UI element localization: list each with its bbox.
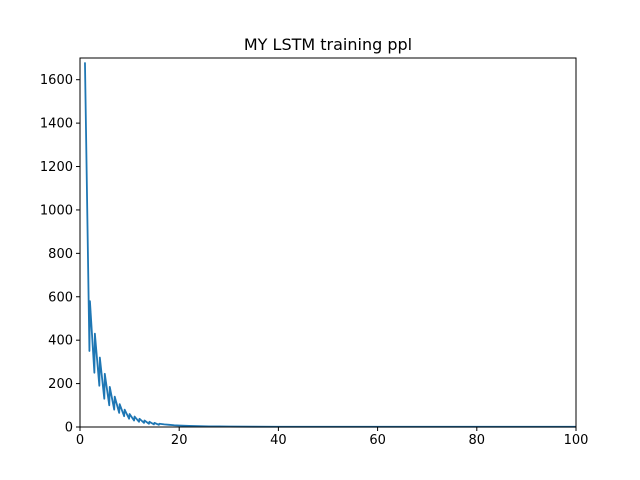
- y-tick-label-1000: 1000: [40, 203, 73, 218]
- y-tick-label-1200: 1200: [40, 160, 73, 175]
- x-tick-label-40: 40: [270, 433, 287, 448]
- x-tick-label-60: 60: [369, 433, 386, 448]
- y-tick-label-1400: 1400: [40, 117, 73, 132]
- y-tick-label-0: 0: [65, 421, 73, 436]
- x-tick-label-0: 0: [76, 433, 84, 448]
- chart-title: MY LSTM training ppl: [244, 35, 412, 54]
- plot-area: 0 20 40 60 80 1000200400600800100012001400160…: [40, 57, 589, 448]
- y-tick-label-400: 400: [48, 334, 73, 349]
- y-tick-label-200: 200: [48, 377, 73, 392]
- x-tick-label-80: 80: [469, 433, 486, 448]
- x-tick-label-20: 20: [171, 433, 188, 448]
- y-tick-label-1600: 1600: [40, 73, 73, 88]
- y-tick-label-800: 800: [48, 247, 73, 262]
- y-tick-label-600: 600: [48, 290, 73, 305]
- x-tick-label-100: 100: [564, 433, 589, 448]
- axes-frame: [79, 57, 577, 428]
